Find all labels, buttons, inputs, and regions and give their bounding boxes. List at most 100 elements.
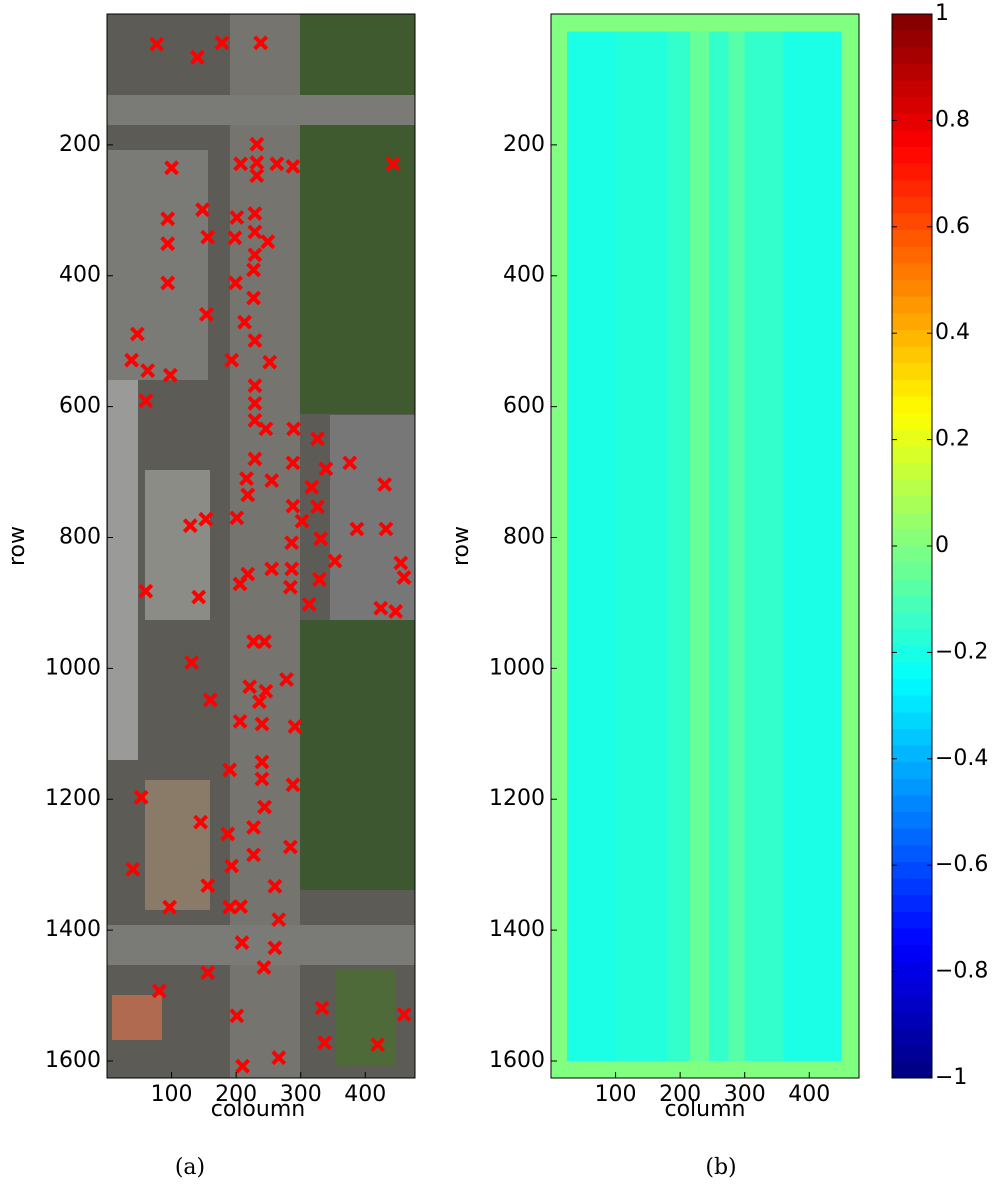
heatmap-cell bbox=[567, 14, 616, 32]
colorbar-step bbox=[892, 346, 932, 364]
marker-stroke bbox=[285, 498, 301, 514]
colorbar-step bbox=[892, 63, 932, 81]
marker bbox=[200, 965, 216, 981]
marker bbox=[256, 959, 272, 975]
marker-stroke bbox=[200, 229, 216, 245]
marker-stroke bbox=[294, 513, 310, 529]
marker-stroke bbox=[229, 510, 245, 526]
marker-stroke bbox=[149, 36, 165, 52]
marker bbox=[162, 899, 178, 915]
marker-stroke bbox=[249, 168, 265, 184]
marker-stroke bbox=[254, 771, 270, 787]
marker bbox=[191, 589, 207, 605]
x-tick-label: 100 bbox=[151, 1082, 193, 1107]
heatmap-cell bbox=[689, 537, 710, 800]
colorbar-step bbox=[892, 180, 932, 198]
marker bbox=[246, 262, 261, 278]
colorbar-step bbox=[892, 280, 932, 298]
x-axis-label: coloumn bbox=[211, 1097, 305, 1122]
heatmap-cell bbox=[567, 1060, 616, 1078]
marker-stroke bbox=[396, 569, 412, 585]
marker bbox=[262, 354, 278, 370]
marker bbox=[246, 847, 261, 863]
heatmap-cell bbox=[841, 31, 859, 276]
marker-stroke bbox=[282, 579, 298, 595]
marker-stroke bbox=[246, 262, 261, 278]
marker bbox=[246, 290, 261, 306]
heatmap-cell bbox=[841, 14, 859, 32]
marker-stroke bbox=[377, 477, 393, 492]
marker-stroke bbox=[285, 159, 301, 174]
colorbar-step bbox=[892, 1028, 932, 1046]
marker-stroke bbox=[257, 634, 272, 649]
marker bbox=[247, 224, 263, 240]
marker bbox=[138, 393, 154, 409]
marker bbox=[229, 510, 245, 526]
marker-stroke bbox=[287, 719, 303, 735]
heatmap-cell bbox=[667, 275, 690, 538]
marker bbox=[214, 35, 230, 51]
marker bbox=[317, 1035, 333, 1051]
heatmap-cell bbox=[709, 1060, 729, 1078]
y-tick-label: 1600 bbox=[45, 1048, 101, 1073]
colorbar-step bbox=[892, 828, 932, 846]
colorbar-step bbox=[892, 462, 932, 480]
marker-stroke bbox=[385, 156, 401, 172]
y-tick-label: 1200 bbox=[489, 786, 545, 811]
marker bbox=[253, 35, 269, 51]
marker bbox=[228, 275, 243, 291]
marker-stroke bbox=[317, 1035, 333, 1051]
heatmap-cell bbox=[615, 14, 668, 32]
marker bbox=[162, 367, 178, 383]
heatmap-cell bbox=[744, 275, 784, 538]
heatmap-cell bbox=[841, 1060, 859, 1078]
colorbar-tick-label: −0.2 bbox=[935, 639, 988, 664]
marker bbox=[249, 136, 265, 152]
heatmap-cell bbox=[783, 537, 842, 800]
marker-stroke bbox=[224, 352, 240, 368]
marker bbox=[385, 156, 401, 172]
marker-stroke bbox=[242, 679, 258, 695]
x-tick-label: 300 bbox=[280, 1082, 322, 1107]
y-axis-label: row bbox=[449, 526, 474, 566]
colorbar-step bbox=[892, 994, 932, 1012]
colorbar-step bbox=[892, 97, 932, 115]
colorbar-step bbox=[892, 762, 932, 780]
marker bbox=[200, 878, 216, 894]
marker-stroke bbox=[246, 634, 261, 649]
marker bbox=[284, 561, 300, 577]
marker-stroke bbox=[239, 471, 254, 487]
colorbar-step bbox=[892, 296, 932, 314]
heatmap-cell bbox=[689, 31, 710, 276]
colorbar-tick-label: −0.8 bbox=[935, 959, 988, 984]
heatmap-cell bbox=[744, 537, 784, 800]
colorbar-step bbox=[892, 945, 932, 963]
marker bbox=[227, 230, 243, 246]
marker bbox=[195, 202, 210, 218]
heatmap-cell bbox=[709, 14, 729, 32]
heatmap-cell bbox=[615, 537, 668, 800]
marker bbox=[377, 477, 393, 492]
marker-stroke bbox=[260, 234, 276, 250]
marker-stroke bbox=[247, 206, 263, 221]
marker-stroke bbox=[133, 789, 149, 805]
colorbar-step bbox=[892, 396, 932, 414]
marker bbox=[247, 395, 263, 411]
colorbar-step bbox=[892, 313, 932, 331]
marker-stroke bbox=[247, 333, 263, 348]
marker-stroke bbox=[327, 553, 343, 569]
marker-stroke bbox=[396, 1007, 412, 1022]
colorbar-step bbox=[892, 728, 932, 746]
marker bbox=[260, 234, 276, 250]
marker-stroke bbox=[247, 224, 263, 240]
colorbar-step bbox=[892, 47, 932, 65]
marker-stroke bbox=[251, 694, 267, 710]
marker bbox=[247, 206, 263, 221]
marker-stroke bbox=[224, 858, 240, 874]
marker bbox=[249, 168, 265, 184]
marker bbox=[314, 1000, 330, 1016]
heatmap-cell bbox=[615, 275, 668, 538]
colorbar-tick-label: 0.4 bbox=[935, 320, 970, 345]
marker bbox=[271, 912, 287, 928]
